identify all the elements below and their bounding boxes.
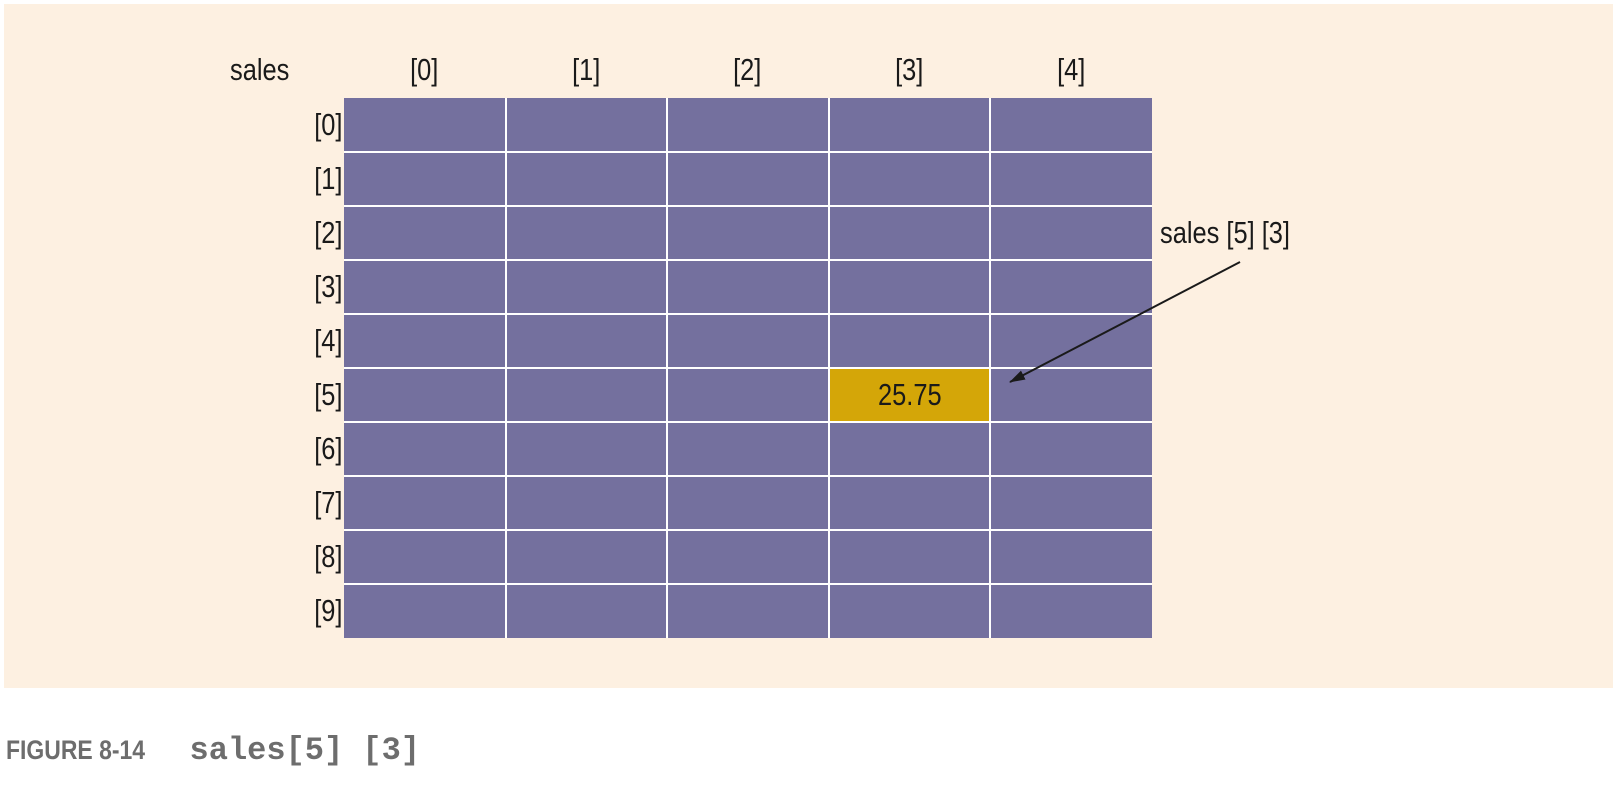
array-cell: [506, 315, 667, 367]
row-header: [9]: [313, 593, 342, 628]
row-header: [5]: [313, 377, 342, 412]
row-header: [3]: [313, 269, 342, 304]
row-header: [1]: [313, 161, 342, 196]
figure-caption-code: sales[5] [3]: [189, 732, 420, 769]
array-cell: [506, 477, 667, 529]
array-cell: [991, 261, 1152, 313]
figure-number: FIGURE 8-14: [6, 735, 146, 765]
array-cell: [506, 153, 667, 205]
array-cell: [829, 423, 990, 475]
array-cell: [991, 153, 1152, 205]
array-cell: [344, 315, 505, 367]
array-cell: [506, 261, 667, 313]
array-cell: [344, 207, 505, 259]
row-header: [8]: [313, 539, 342, 574]
column-header: [3]: [895, 52, 924, 87]
array-cell: [344, 477, 505, 529]
row-header: [4]: [313, 323, 342, 358]
array-cell: [829, 261, 990, 313]
array-cell: [668, 207, 828, 259]
array-cell: [991, 423, 1152, 475]
callout-label: sales [5] [3]: [1160, 215, 1290, 250]
row-header: [7]: [313, 485, 342, 520]
array-cell: [829, 153, 990, 205]
array-cell: [344, 423, 505, 475]
array-cell: [991, 315, 1152, 367]
array-cell: [506, 531, 667, 583]
row-header: [0]: [313, 107, 342, 142]
array-name-label: sales: [230, 52, 290, 87]
array-cell: [668, 477, 828, 529]
array-cell: [991, 369, 1152, 421]
array-cell: [829, 207, 990, 259]
array-cell: [991, 98, 1152, 151]
array-cell: [344, 261, 505, 313]
array-grid: 25.75: [344, 98, 1152, 638]
array-cell: [991, 531, 1152, 583]
array-cell: [506, 98, 667, 151]
cell-value: 25.75: [877, 377, 942, 412]
array-cell: [344, 153, 505, 205]
row-header: [2]: [313, 215, 342, 250]
array-cell: [344, 585, 505, 638]
array-cell: [991, 585, 1152, 638]
array-cell: [344, 98, 505, 151]
column-header: [0]: [410, 52, 439, 87]
column-header: [1]: [571, 52, 601, 87]
array-cell: [668, 531, 828, 583]
highlighted-cell: 25.75: [829, 369, 990, 421]
array-cell: [668, 423, 828, 475]
array-cell: [668, 153, 828, 205]
array-cell: [668, 98, 828, 151]
array-cell: [668, 315, 828, 367]
figure-caption: FIGURE 8-14 sales[5] [3]: [6, 728, 420, 772]
array-cell: [668, 261, 828, 313]
array-cell: [506, 207, 667, 259]
array-cell: [991, 477, 1152, 529]
array-cell: [668, 585, 828, 638]
array-cell: [829, 585, 990, 638]
array-cell: [829, 315, 990, 367]
column-header: [4]: [1056, 52, 1086, 87]
array-cell: [344, 531, 505, 583]
array-cell: [829, 477, 990, 529]
array-cell: [506, 369, 667, 421]
array-cell: [668, 369, 828, 421]
array-cell: [829, 98, 990, 151]
array-cell: [829, 531, 990, 583]
row-header: [6]: [313, 431, 342, 466]
array-cell: [506, 585, 667, 638]
column-header: [2]: [733, 52, 762, 87]
array-cell: [344, 369, 505, 421]
array-cell: [991, 207, 1152, 259]
array-cell: [506, 423, 667, 475]
